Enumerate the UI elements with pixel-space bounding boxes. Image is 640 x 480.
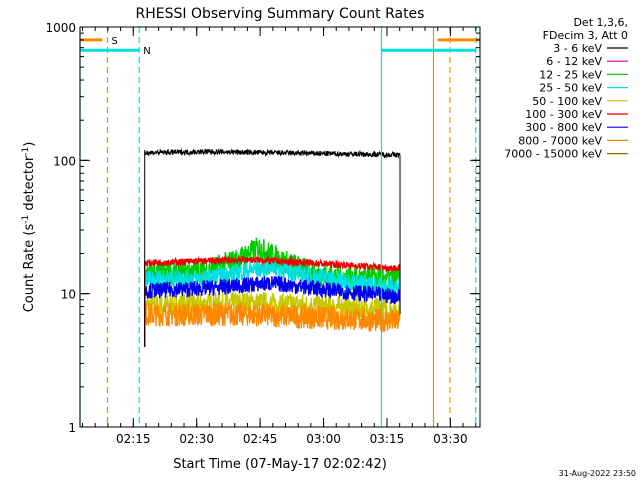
series-line-800-7000-kev-kev (144, 302, 401, 347)
series-line-25-50-kev-kev (144, 257, 401, 347)
legend-label-100-300-kev-kev: 100 - 300 keV (525, 108, 602, 121)
series-line-50-100-kev-kev (144, 289, 401, 347)
series-line-100-300-kev-kev (144, 254, 401, 347)
legend-label-25-50-kev-kev: 25 - 50 keV (539, 82, 602, 95)
legend-label-3-6-kev-kev: 3 - 6 keV (553, 42, 602, 55)
x-tick-label: 02:30 (179, 432, 214, 446)
legend-label-50-100-kev-kev: 50 - 100 keV (532, 95, 602, 108)
series-line-3-6-kev-kev (144, 147, 401, 347)
series-line-300-800-kev-kev (144, 274, 401, 347)
x-tick-label: 03:30 (433, 432, 468, 446)
y-axis-label: Count Rate (s-1 detector-1) (21, 142, 37, 313)
plot-frame (79, 26, 481, 428)
x-axis-label: Start Time (07-May-17 02:02:42) (173, 457, 387, 472)
legend-header: FDecim 3, Att 0 (543, 29, 628, 42)
legend-label-12-25-kev-kev: 12 - 25 keV (539, 68, 602, 81)
saa-night-markers: SN (79, 27, 480, 427)
x-tick-label: 03:15 (370, 432, 405, 446)
timestamp: 31-Aug-2022 23:50 (559, 469, 636, 478)
x-tick-label: 02:45 (243, 432, 278, 446)
marker-label-s: S (111, 36, 117, 47)
y-label-sup: -1 (21, 215, 31, 224)
y-label-part: ) (22, 142, 37, 147)
x-tick-label: 03:00 (306, 432, 341, 446)
chart-title: RHESSI Observing Summary Count Rates (136, 6, 425, 22)
y-label-part: detector (22, 155, 37, 215)
y-tick-label: 10 (61, 288, 76, 302)
marker-label-n: N (143, 46, 150, 57)
y-tick-label: 1000 (45, 21, 76, 35)
y-label-sup: -1 (21, 147, 31, 156)
legend-label-6-12-kev-kev: 6 - 12 keV (546, 55, 602, 68)
x-tick-label: 02:15 (116, 432, 151, 446)
x-axis: 02:15 02:30 02:45 03:00 03:15 03:30 (82, 27, 477, 446)
y-axis: 1 10 100 1000 (45, 21, 480, 435)
y-label-part: Count Rate (s (22, 224, 37, 313)
legend-header: Det 1,3,6, (573, 16, 628, 29)
legend-label-800-7000-kev-kev: 800 - 7000 keV (518, 134, 602, 147)
y-tick-label: 1 (68, 421, 76, 435)
series-group (144, 147, 401, 347)
legend-label-7000-15000-kev-kev: 7000 - 15000 keV (504, 148, 602, 161)
y-tick-label: 100 (53, 154, 76, 168)
legend-label-300-800-kev-kev: 300 - 800 keV (525, 121, 602, 134)
